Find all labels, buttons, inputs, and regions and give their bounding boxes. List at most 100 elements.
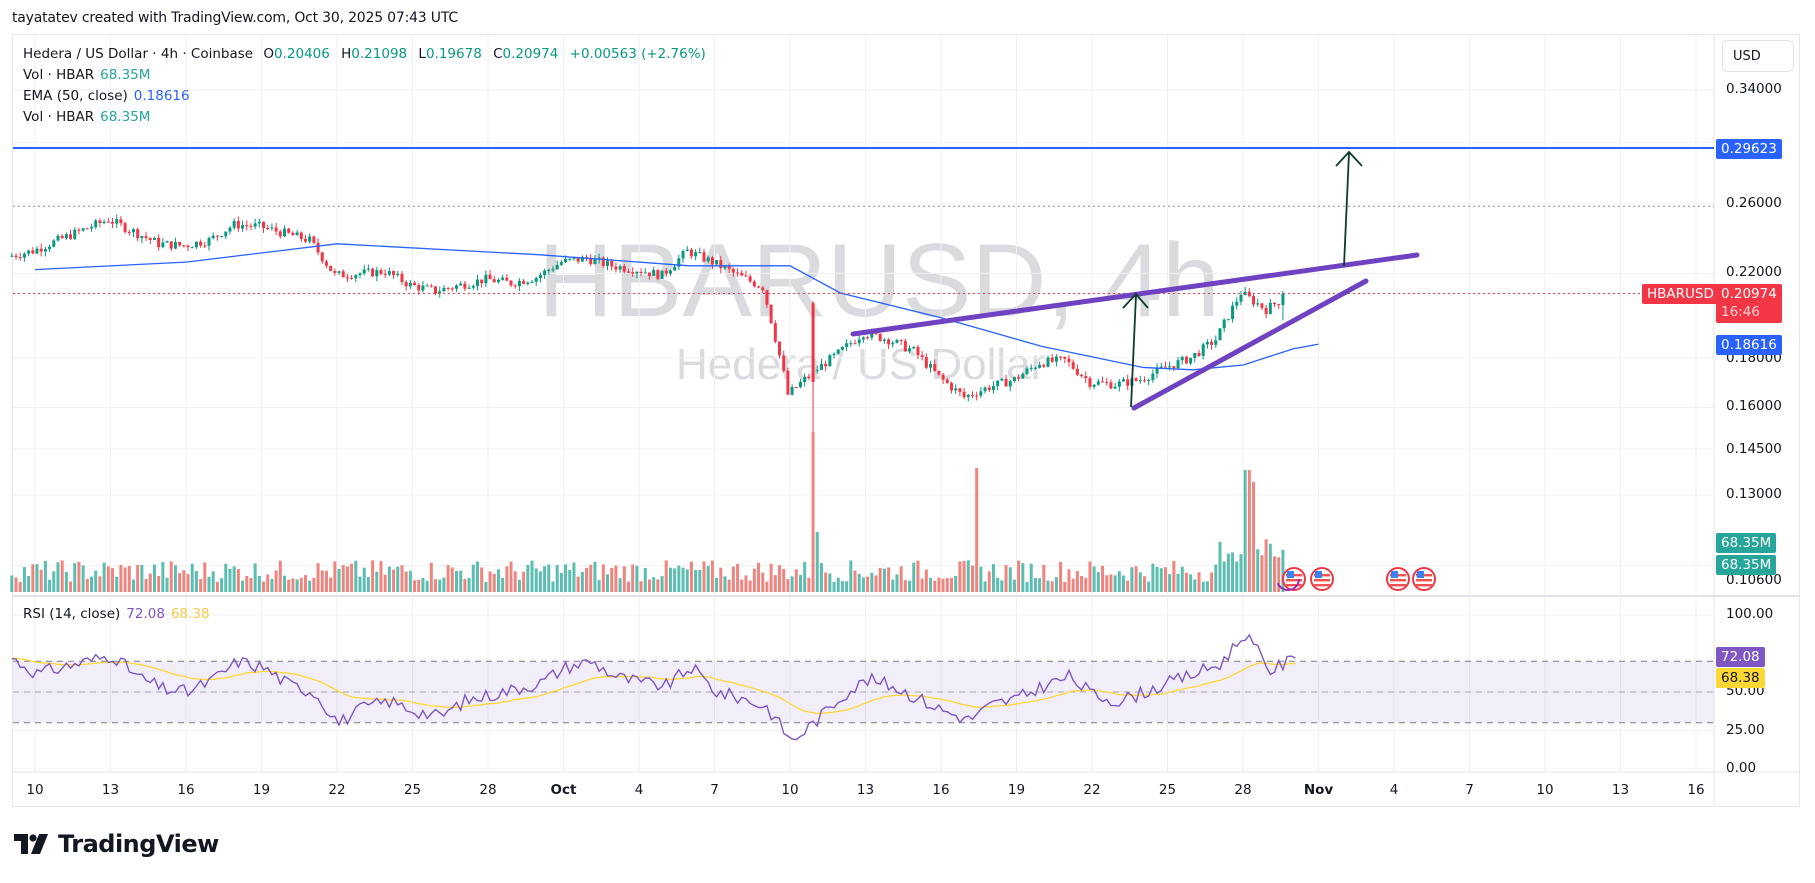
- volume-bar: [597, 580, 601, 592]
- volume-bar: [534, 568, 538, 592]
- volume-bar: [773, 575, 777, 592]
- candle-body: [798, 382, 802, 388]
- volume-bar: [266, 574, 270, 592]
- volume-bar: [522, 571, 526, 592]
- rsi-ma-line: [11, 657, 1296, 715]
- volume-bar: [39, 569, 43, 592]
- candle-body: [1046, 357, 1050, 367]
- volume-bar: [840, 581, 844, 592]
- volume-bar: [106, 566, 110, 592]
- volume-bar: [94, 570, 98, 592]
- volume-bar: [1113, 575, 1117, 592]
- candle-body: [341, 271, 345, 278]
- candle-body: [593, 258, 597, 265]
- open-value: 0.20406: [274, 46, 330, 62]
- tradingview-logo[interactable]: TradingView: [14, 830, 219, 858]
- rsi-legend[interactable]: RSI (14, close) 72.08 68.38: [23, 606, 210, 622]
- volume-bar: [853, 570, 857, 592]
- candle-body: [807, 376, 811, 378]
- candle-body: [404, 282, 408, 287]
- us-flag-event-icon[interactable]: [1386, 567, 1410, 591]
- volume-bar: [752, 568, 756, 592]
- volume-bar: [90, 576, 94, 592]
- volume-bar: [1029, 563, 1033, 592]
- volume-bar: [920, 578, 924, 592]
- candle-body: [1075, 368, 1079, 375]
- volume-bar: [698, 569, 702, 592]
- time-tick-label: 22: [1083, 782, 1101, 798]
- candle-body: [614, 266, 618, 270]
- candle-body: [211, 235, 215, 239]
- volume-bar: [1138, 572, 1142, 592]
- ema-legend[interactable]: EMA (50, close) 0.18616: [23, 88, 190, 104]
- volume-bar: [966, 560, 970, 592]
- candle-body: [1008, 381, 1012, 387]
- volume-bar: [970, 565, 974, 592]
- us-flag-event-icon[interactable]: [1412, 567, 1436, 591]
- candle-body: [601, 257, 605, 266]
- candle-body: [920, 355, 924, 358]
- volume-bar: [480, 567, 484, 592]
- volume-bar: [530, 560, 534, 592]
- volume-bar: [295, 579, 299, 592]
- volume-bar: [123, 567, 127, 592]
- volume-bar: [1042, 564, 1046, 592]
- candle-body: [870, 331, 874, 338]
- currency-button[interactable]: USD: [1722, 40, 1794, 72]
- volume-legend-1[interactable]: Vol · HBAR 68.35M: [23, 67, 151, 83]
- candle-body: [316, 242, 320, 253]
- volume-bar: [1189, 574, 1193, 592]
- candle-body: [56, 235, 60, 241]
- volume-bar: [593, 561, 597, 592]
- rsi-tick: 0.00: [1726, 760, 1757, 776]
- volume-bar: [1256, 549, 1260, 592]
- volume-legend-2[interactable]: Vol · HBAR 68.35M: [23, 109, 151, 125]
- volume-bar: [241, 580, 245, 592]
- candle-body: [853, 343, 857, 345]
- volume-bar: [987, 571, 991, 592]
- rsi-ma-value: 68.38: [170, 606, 210, 622]
- candle-body: [786, 370, 790, 395]
- tradingview-logo-text: TradingView: [58, 830, 219, 858]
- candle-body: [752, 281, 756, 287]
- candle-body: [320, 252, 324, 262]
- candle-body: [975, 395, 979, 397]
- volume-bar: [673, 568, 677, 592]
- volume-bar: [1080, 576, 1084, 592]
- volume-bar: [836, 577, 840, 592]
- candle-body: [950, 383, 954, 391]
- rsi-tick: 25.00: [1726, 722, 1765, 738]
- us-flag-event-icon[interactable]: [1282, 567, 1306, 591]
- candle-body: [253, 223, 257, 227]
- candle-body: [111, 221, 115, 224]
- volume-bar: [52, 571, 56, 592]
- candle-body: [186, 245, 190, 248]
- volume-bar: [803, 561, 807, 592]
- volume-bar: [543, 566, 547, 592]
- us-flag-event-icon[interactable]: [1310, 567, 1334, 591]
- volume-bar: [1218, 541, 1222, 592]
- candle-body: [1147, 379, 1151, 381]
- volume-bar: [878, 567, 882, 592]
- volume-bar: [1063, 581, 1067, 592]
- candle-body: [979, 391, 983, 396]
- low-value: 0.19678: [425, 46, 482, 62]
- price-tick: 0.34000: [1726, 81, 1782, 97]
- candle-body: [1096, 381, 1100, 385]
- candle-body: [1260, 303, 1264, 308]
- candle-body: [1126, 379, 1130, 386]
- candle-body: [345, 277, 349, 279]
- volume-bar: [1163, 567, 1167, 592]
- candle-body: [702, 252, 706, 262]
- candle-body: [421, 285, 425, 291]
- candle-body: [991, 386, 995, 390]
- volume-bar: [736, 564, 740, 592]
- candle-body: [899, 339, 903, 341]
- candle-body: [618, 266, 622, 270]
- candle-body: [1205, 341, 1209, 345]
- volume-bar: [421, 577, 425, 592]
- candle-body: [136, 229, 140, 239]
- volume-bar: [194, 570, 198, 592]
- ohlc-row[interactable]: Hedera / US Dollar · 4h · Coinbase O0.20…: [23, 46, 706, 62]
